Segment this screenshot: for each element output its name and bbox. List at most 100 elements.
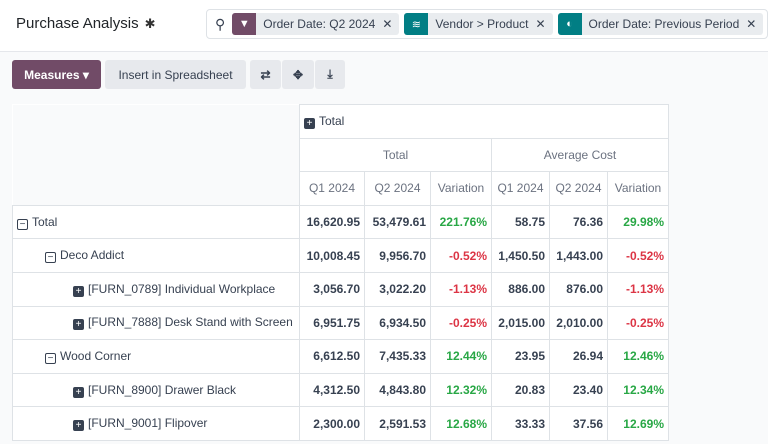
cell-value[interactable]: 12.68%: [430, 406, 492, 441]
close-icon[interactable]: ✕: [535, 17, 546, 31]
control-panel: Purchase Analysis ✱ ⚲ ▼ Order Date: Q2 2…: [0, 0, 768, 52]
compare-icon: ◐: [557, 13, 582, 35]
cell-value[interactable]: 221.76%: [430, 204, 492, 240]
cell-value[interactable]: 4,312.50: [299, 372, 365, 408]
row-header[interactable]: + [FURN_7888] Desk Stand with Screen: [12, 305, 300, 341]
cell-value[interactable]: 12.32%: [430, 372, 492, 408]
cell-value[interactable]: 2,010.00: [549, 305, 608, 341]
cell-value[interactable]: 7,435.33: [364, 339, 431, 374]
expand-all-icon[interactable]: ✥: [282, 60, 314, 89]
row-label: [FURN_7888] Desk Stand with Screen: [88, 315, 293, 330]
cell-value[interactable]: 1,450.50: [491, 238, 550, 273]
period-header: Q1 2024: [299, 171, 365, 206]
cell-value[interactable]: -0.25%: [607, 305, 669, 341]
expand-icon: +: [304, 117, 315, 129]
collapse-icon: −: [45, 252, 56, 264]
pivot-table: + Total Total Average Cost Q1 2024 Q2 202…: [12, 104, 669, 441]
cell-value[interactable]: 876.00: [549, 271, 608, 307]
page-title: Purchase Analysis: [16, 15, 139, 32]
table-row: − Deco Addict 10,008.45 9,956.70 -0.52% 1,450…: [12, 238, 669, 273]
cell-value[interactable]: 37.56: [549, 406, 608, 441]
table-row: + [FURN_9001] Flipover 2,300.00 2,591.53 12.…: [12, 406, 669, 441]
cell-value[interactable]: 3,022.20: [364, 271, 431, 307]
cell-value[interactable]: 1,443.00: [549, 238, 608, 273]
cell-value[interactable]: -0.25%: [430, 305, 492, 341]
cell-value[interactable]: 2,591.53: [364, 406, 431, 441]
cell-value[interactable]: 10,008.45: [299, 238, 365, 273]
measures-label: Measures: [24, 67, 80, 82]
cell-value[interactable]: 58.75: [491, 204, 550, 240]
measure-header[interactable]: Total: [299, 137, 492, 173]
gear-icon[interactable]: ✱: [144, 15, 156, 31]
row-header[interactable]: + [FURN_0789] Individual Workplace: [12, 271, 300, 307]
cell-value[interactable]: 16,620.95: [299, 204, 365, 240]
filter-icon: ▼: [232, 13, 257, 35]
row-header[interactable]: − Wood Corner: [12, 339, 300, 374]
cell-value[interactable]: -0.52%: [430, 238, 492, 273]
cell-value[interactable]: 12.44%: [430, 339, 492, 374]
facet-label: Vendor > Product: [435, 17, 529, 31]
cell-value[interactable]: 12.34%: [607, 372, 669, 408]
cell-value[interactable]: 20.83: [491, 372, 550, 408]
close-icon[interactable]: ✕: [746, 17, 757, 31]
cell-value[interactable]: 2,015.00: [491, 305, 550, 341]
cell-value[interactable]: 9,956.70: [364, 238, 431, 273]
search-icon[interactable]: ⚲: [215, 15, 226, 32]
row-header[interactable]: − Deco Addict: [12, 238, 300, 273]
period-header: Q2 2024: [549, 171, 608, 206]
cell-value[interactable]: 6,934.50: [364, 305, 431, 341]
period-header: Variation: [607, 171, 669, 206]
table-row: − Total 16,620.95 53,479.61 221.76% 58.75 76.3…: [12, 204, 669, 240]
cell-value[interactable]: 6,612.50: [299, 339, 365, 374]
row-label: Deco Addict: [60, 248, 125, 263]
cell-value[interactable]: -0.52%: [607, 238, 669, 273]
cell-value[interactable]: 76.36: [549, 204, 608, 240]
row-label: [FURN_0789] Individual Workplace: [88, 281, 276, 296]
facet-groupby[interactable]: ≋ Vendor > Product ✕: [404, 13, 553, 35]
collapse-icon: −: [17, 218, 28, 230]
cell-value[interactable]: 3,056.70: [299, 271, 365, 307]
cell-value[interactable]: 12.46%: [607, 339, 669, 374]
period-header: Q1 2024: [491, 171, 550, 206]
expand-icon: +: [73, 285, 84, 297]
table-row: + [FURN_8900] Drawer Black 4,312.50 4,843.8…: [12, 372, 669, 408]
cell-value[interactable]: 4,843.80: [364, 372, 431, 408]
cell-value[interactable]: 53,479.61: [364, 204, 431, 240]
cell-value[interactable]: 6,951.75: [299, 305, 365, 341]
table-row: − Wood Corner 6,612.50 7,435.33 12.44% 23.95 2…: [12, 339, 669, 374]
table-row: + [FURN_0789] Individual Workplace 3,056.7…: [12, 271, 669, 307]
cell-value[interactable]: -1.13%: [607, 271, 669, 307]
col-header-total[interactable]: + Total: [299, 104, 669, 139]
cell-value[interactable]: 33.33: [491, 406, 550, 441]
cell-value[interactable]: 2,300.00: [299, 406, 365, 441]
measure-header[interactable]: Average Cost: [491, 137, 669, 173]
facet-comparison[interactable]: ◐ Order Date: Previous Period ✕: [557, 13, 764, 35]
cell-value[interactable]: 12.69%: [607, 406, 669, 441]
facet-label: Order Date: Previous Period: [588, 17, 740, 31]
cell-value[interactable]: 23.40: [549, 372, 608, 408]
flip-axis-icon[interactable]: ⇄: [250, 60, 281, 89]
measures-button[interactable]: Measures ▾: [12, 60, 101, 89]
title-area: Purchase Analysis ✱: [16, 15, 155, 32]
insert-spreadsheet-button[interactable]: Insert in Spreadsheet: [105, 60, 246, 89]
row-label: [FURN_8900] Drawer Black: [88, 382, 237, 397]
layers-icon: ≋: [404, 13, 429, 35]
cell-value[interactable]: 29.98%: [607, 204, 669, 240]
facet-filter[interactable]: ▼ Order Date: Q2 2024 ✕: [232, 13, 400, 35]
cell-value[interactable]: 26.94: [549, 339, 608, 374]
expand-icon: +: [73, 386, 84, 398]
row-header[interactable]: + [FURN_8900] Drawer Black: [12, 372, 300, 408]
row-header[interactable]: − Total: [12, 204, 300, 240]
expand-icon: +: [73, 420, 84, 432]
download-icon[interactable]: ⤓: [315, 60, 345, 89]
period-header: Q2 2024: [364, 171, 431, 206]
cell-value[interactable]: -1.13%: [430, 271, 492, 307]
col-header-label: Total: [319, 113, 345, 128]
facet-label: Order Date: Q2 2024: [263, 17, 376, 31]
search-bar[interactable]: ⚲ ▼ Order Date: Q2 2024 ✕ ≋ Vendor > Pro…: [206, 9, 768, 39]
cell-value[interactable]: 23.95: [491, 339, 550, 374]
period-header: Variation: [430, 171, 492, 206]
row-header[interactable]: + [FURN_9001] Flipover: [12, 406, 300, 441]
cell-value[interactable]: 886.00: [491, 271, 550, 307]
close-icon[interactable]: ✕: [382, 17, 393, 31]
